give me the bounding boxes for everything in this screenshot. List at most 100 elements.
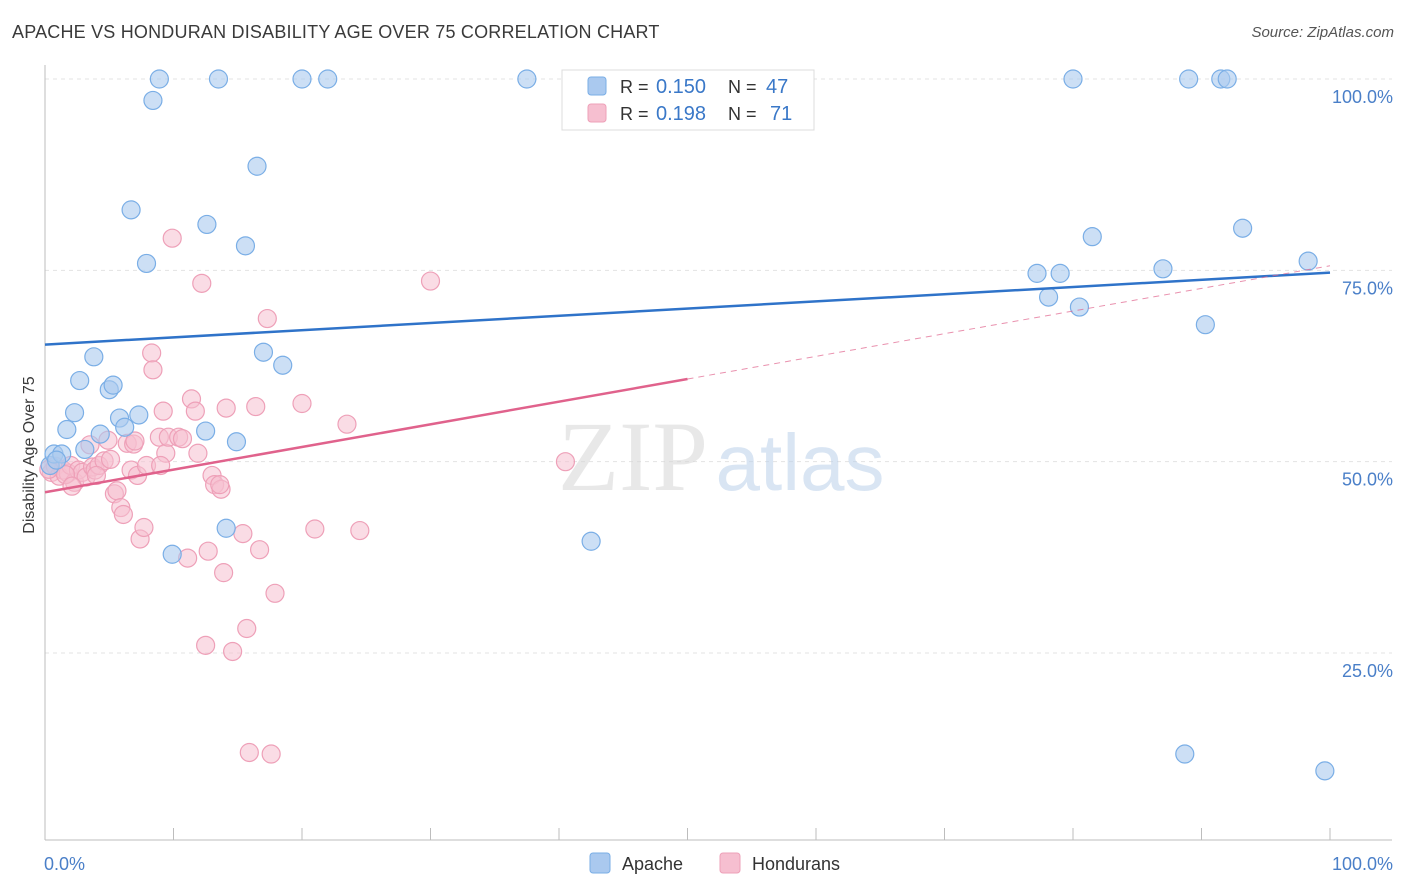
data-point-apache xyxy=(1179,69,1199,89)
data-point-honduran xyxy=(100,449,121,469)
legend-bottom-swatch-apache xyxy=(589,852,611,874)
legend-swatch-apache xyxy=(587,76,607,96)
data-point-honduran xyxy=(246,396,266,417)
data-point-apache xyxy=(1298,251,1318,271)
data-point-honduran xyxy=(162,228,182,248)
legend-r-label-honduran: R = xyxy=(620,104,649,124)
data-point-apache xyxy=(57,419,77,440)
trend-line-apache xyxy=(44,271,1331,346)
chart-title: APACHE VS HONDURAN DISABILITY AGE OVER 7… xyxy=(12,22,660,42)
data-point-honduran xyxy=(134,517,154,538)
data-point-honduran xyxy=(350,520,370,541)
data-point-honduran xyxy=(261,744,281,764)
legend-r-value-honduran: 0.198 xyxy=(656,103,706,125)
trend-lines xyxy=(44,265,1331,494)
data-point-apache xyxy=(115,417,135,437)
data-point-apache xyxy=(1063,69,1083,89)
data-point-apache xyxy=(136,253,157,274)
data-point-apache xyxy=(235,236,256,256)
data-point-apache xyxy=(197,214,217,235)
data-point-honduran xyxy=(223,641,243,662)
data-point-apache xyxy=(273,355,293,375)
legend-r-label-apache: R = xyxy=(620,77,649,97)
data-point-apache xyxy=(121,200,141,220)
data-point-apache xyxy=(196,421,216,441)
watermark-atlas: atlas xyxy=(716,418,885,507)
data-point-apache xyxy=(1038,287,1059,307)
y-tick-label: 50.0% xyxy=(1342,470,1393,490)
data-point-honduran xyxy=(143,360,163,380)
legend-r-value-apache: 0.150 xyxy=(656,76,706,98)
data-point-honduran xyxy=(420,271,441,291)
y-tick-label: 100.0% xyxy=(1332,87,1393,107)
y-axis-label: Disability Age Over 75 xyxy=(21,376,38,534)
legend-bottom: Apache Hondurans xyxy=(589,852,840,874)
watermark: ZIP atlas xyxy=(558,401,884,512)
data-point-apache xyxy=(208,69,229,89)
data-point-apache xyxy=(581,531,601,551)
data-point-apache xyxy=(1153,259,1173,279)
data-point-honduran xyxy=(555,452,576,472)
data-point-honduran xyxy=(113,504,133,525)
series-hondurans xyxy=(39,228,576,764)
data-point-apache xyxy=(64,403,85,423)
data-point-honduran xyxy=(337,414,357,434)
data-point-honduran xyxy=(239,742,259,763)
data-point-honduran xyxy=(196,635,216,655)
series-apache xyxy=(40,69,1335,781)
data-point-apache xyxy=(84,347,104,367)
data-point-honduran xyxy=(305,519,325,539)
data-point-apache xyxy=(103,375,123,395)
data-point-apache xyxy=(292,69,312,89)
data-point-honduran xyxy=(142,343,162,363)
data-point-apache xyxy=(517,69,537,89)
legend-n-label-honduran: N = xyxy=(728,104,757,124)
data-point-apache xyxy=(129,405,149,425)
data-point-honduran xyxy=(214,563,234,583)
watermark-zip: ZIP xyxy=(558,401,708,512)
data-point-honduran xyxy=(292,393,312,414)
legend-top: R = 0.150 N = 47 R = 0.198 N = 71 xyxy=(561,69,815,131)
legend-n-label-apache: N = xyxy=(728,77,757,97)
data-point-apache xyxy=(149,69,169,89)
data-point-honduran xyxy=(216,398,236,418)
y-tick-labels: 25.0% 50.0% 75.0% 100.0% xyxy=(1332,87,1393,681)
data-point-honduran xyxy=(107,481,127,501)
data-point-apache xyxy=(1195,315,1215,335)
data-point-honduran xyxy=(153,401,173,421)
data-point-apache xyxy=(46,450,67,470)
data-point-apache xyxy=(253,342,274,362)
trend-line-honduran-extension xyxy=(687,265,1331,380)
legend-n-value-apache: 47 xyxy=(766,76,788,98)
data-point-apache xyxy=(216,518,236,538)
data-point-apache xyxy=(162,544,182,564)
data-point-honduran xyxy=(198,541,218,561)
data-point-apache xyxy=(1069,297,1090,317)
data-point-apache xyxy=(75,439,95,460)
trend-line-honduran xyxy=(44,377,688,494)
data-point-apache xyxy=(70,370,90,391)
x-tick-labels: 0.0% 100.0% xyxy=(44,854,1393,874)
data-point-honduran xyxy=(125,431,145,451)
y-tick-label: 25.0% xyxy=(1342,661,1393,681)
x-tick-label: 0.0% xyxy=(44,854,85,874)
data-point-honduran xyxy=(237,618,257,639)
data-point-apache xyxy=(1050,263,1070,283)
data-point-apache xyxy=(1082,227,1102,247)
data-point-honduran xyxy=(172,429,193,449)
data-point-apache xyxy=(143,90,163,111)
data-point-honduran xyxy=(249,540,270,560)
data-point-apache xyxy=(1233,218,1253,238)
data-point-apache xyxy=(1175,744,1195,764)
source-label: Source: ZipAtlas.com xyxy=(1251,24,1394,41)
data-point-apache xyxy=(247,156,267,176)
grid xyxy=(45,78,1392,654)
legend-swatch-honduran xyxy=(587,103,607,123)
data-point-honduran xyxy=(210,475,230,495)
legend-bottom-label-honduran: Hondurans xyxy=(752,854,840,874)
data-point-honduran xyxy=(233,524,253,544)
data-point-honduran xyxy=(192,273,212,293)
data-point-apache xyxy=(90,424,110,444)
y-tick-label: 75.0% xyxy=(1342,278,1393,298)
